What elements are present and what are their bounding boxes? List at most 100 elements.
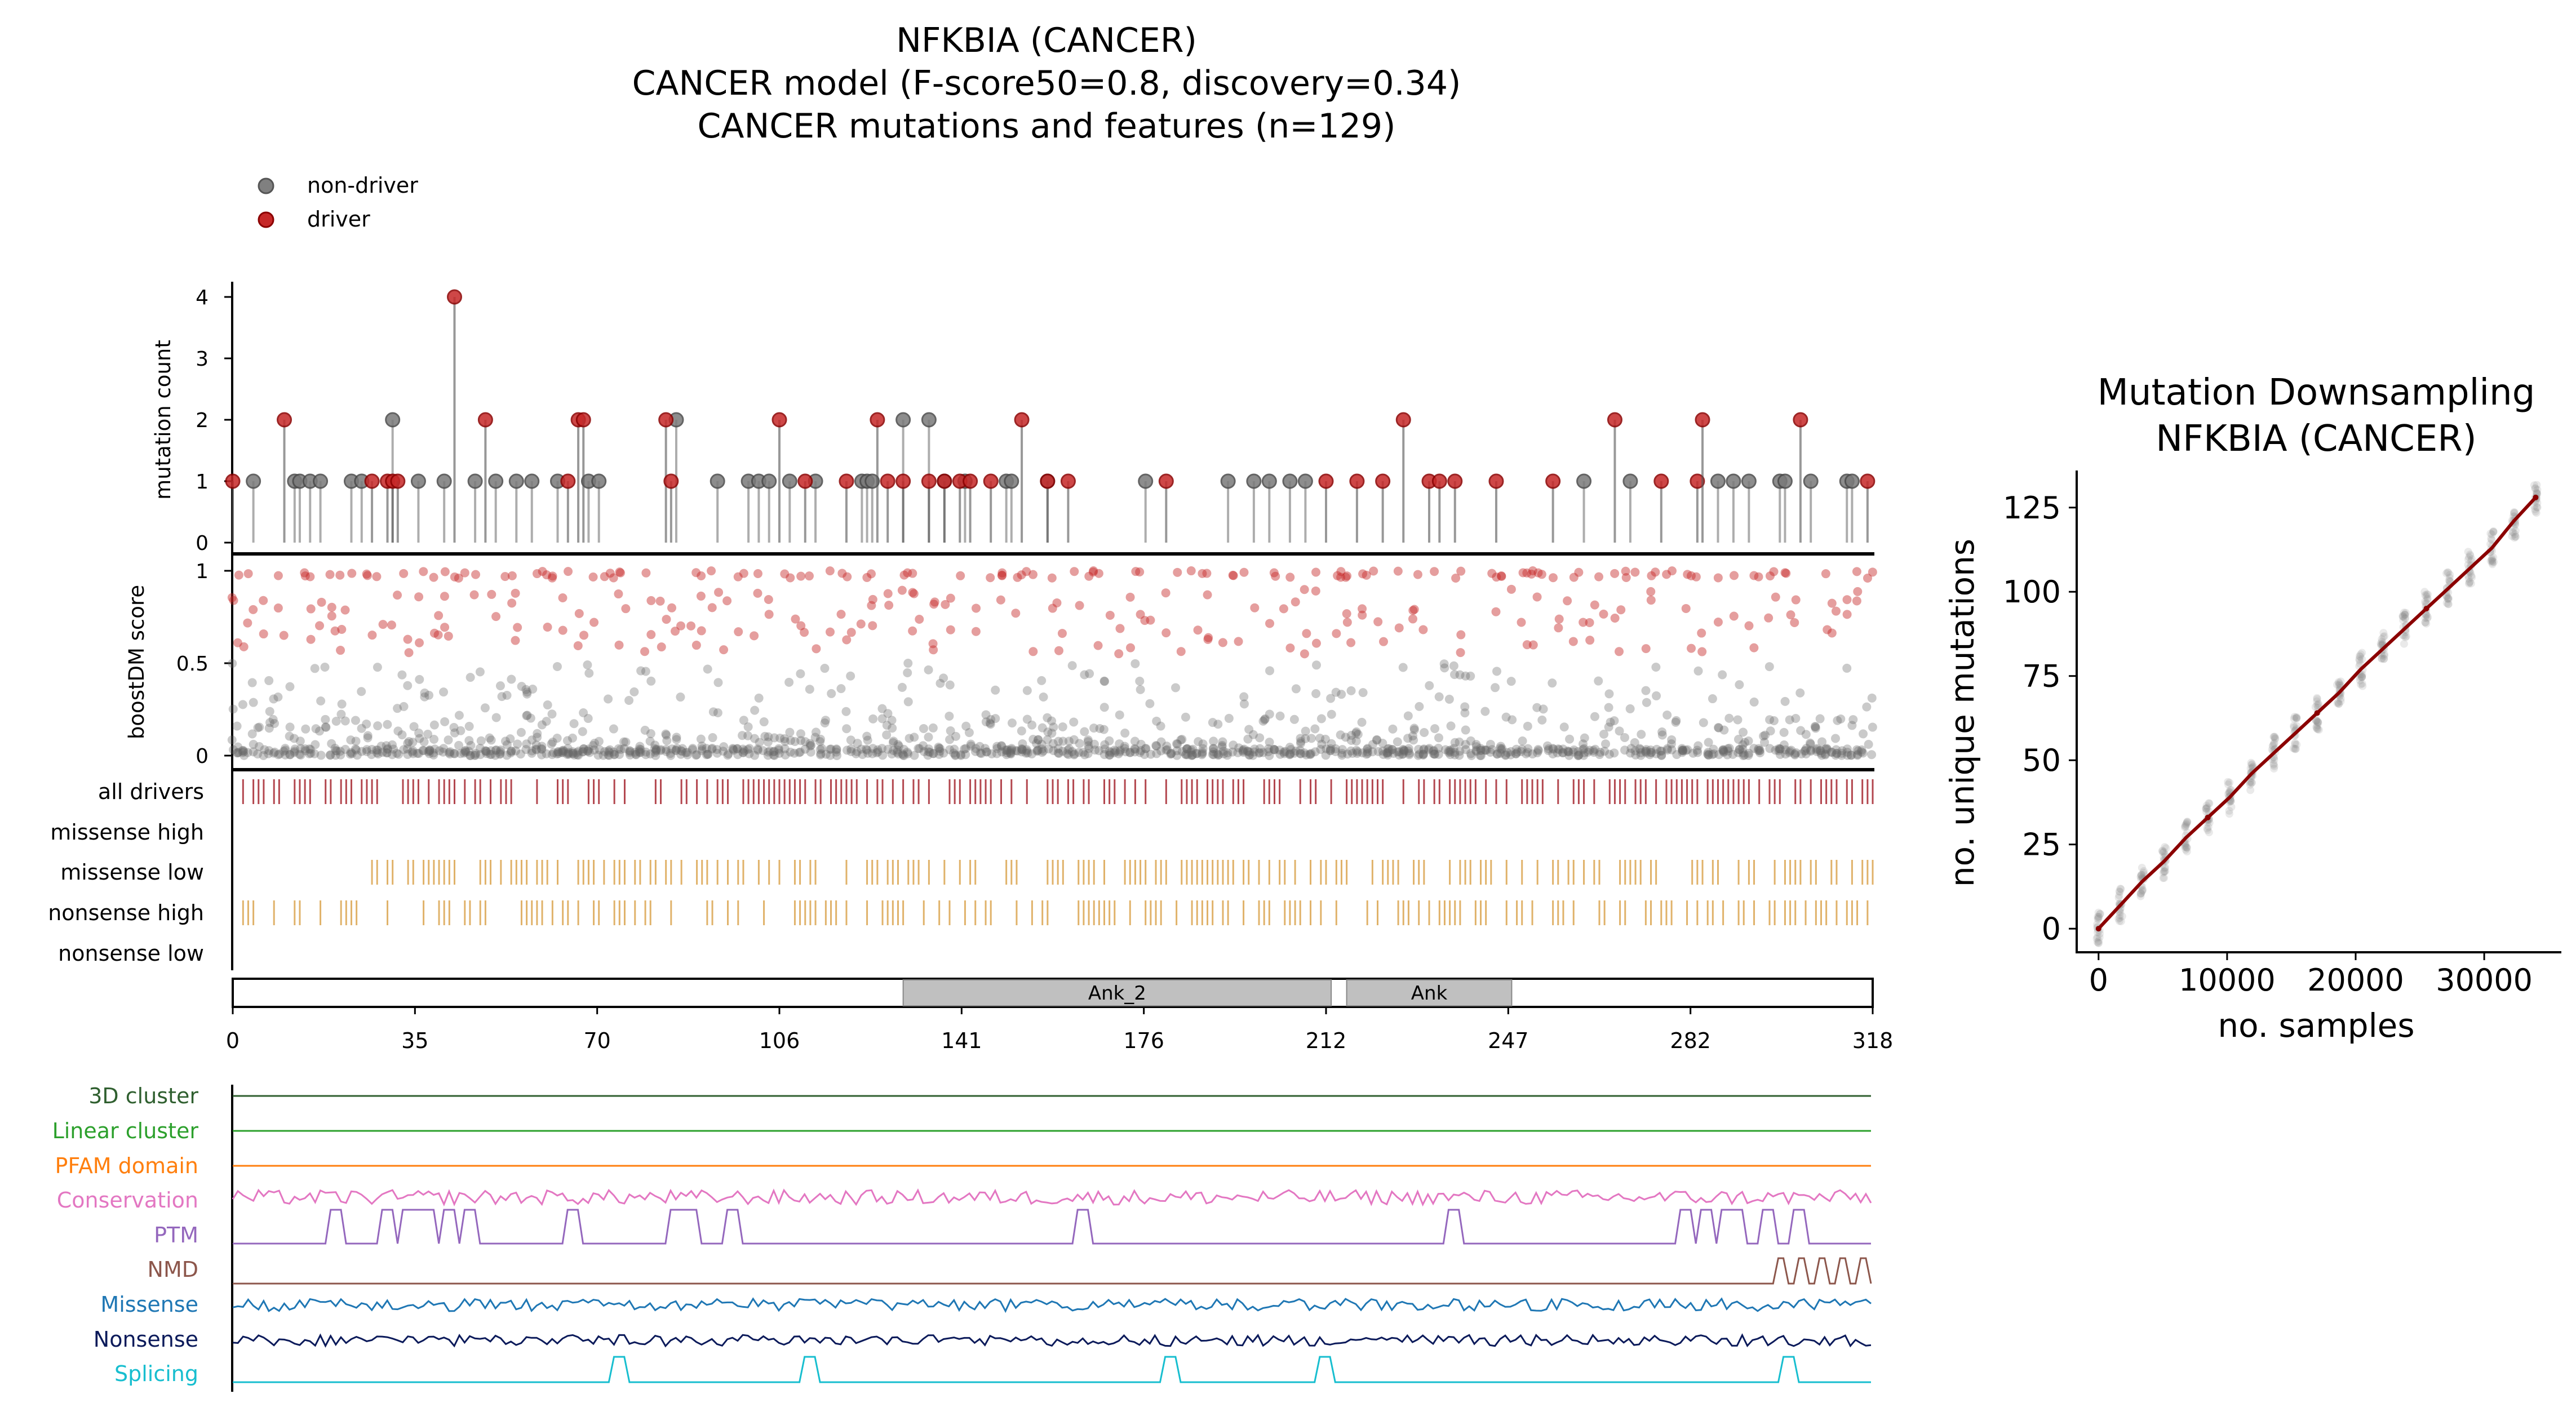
boostdm-nondriver-point bbox=[1769, 716, 1779, 725]
boostdm-nondriver-point bbox=[445, 749, 455, 759]
boostdm-nondriver-point bbox=[651, 751, 660, 760]
boostdm-driver-point bbox=[1204, 633, 1213, 642]
boostdm-nondriver-point bbox=[1065, 744, 1074, 753]
boostdm-ylabel: boostDM score bbox=[125, 585, 149, 739]
boostdm-driver-point bbox=[915, 614, 924, 624]
boostdm-nondriver-point bbox=[1032, 739, 1041, 748]
boostdm-nondriver-point bbox=[1790, 750, 1800, 760]
boostdm-driver-point bbox=[399, 569, 409, 578]
boostdm-nondriver-point bbox=[1455, 670, 1465, 680]
boostdm-nondriver-point bbox=[806, 740, 816, 750]
driver-mutation-point bbox=[1318, 473, 1334, 489]
downsampling-sample-point bbox=[2227, 803, 2236, 811]
boostdm-nondriver-point bbox=[1224, 713, 1234, 723]
boostdm-nondriver-point bbox=[996, 741, 1006, 751]
downsampling-sample-point bbox=[2116, 908, 2125, 916]
boostdm-nondriver-point bbox=[903, 659, 913, 668]
boostdm-nondriver-point bbox=[1285, 750, 1294, 760]
boostdm-nondriver-point bbox=[784, 677, 794, 687]
boostdm-nondriver-point bbox=[1548, 678, 1557, 688]
boostdm-nondriver-point bbox=[1069, 750, 1079, 760]
nondriver-mutation-point bbox=[1297, 473, 1313, 489]
boostdm-nondriver-point bbox=[1172, 746, 1182, 756]
boostdm-nondriver-point bbox=[511, 746, 521, 756]
boostdm-driver-point bbox=[1537, 570, 1546, 579]
boostdm-nondriver-point bbox=[1796, 726, 1806, 735]
boostdm-nondriver-point bbox=[521, 745, 531, 754]
boostdm-nondriver-point bbox=[471, 749, 481, 758]
boostdm-nondriver-point bbox=[625, 746, 635, 756]
boostdm-nondriver-point bbox=[817, 744, 827, 753]
boostdm-nondriver-point bbox=[537, 750, 547, 760]
boostdm-driver-point bbox=[1341, 572, 1351, 582]
downsampling-sample-point bbox=[2181, 822, 2189, 830]
downsampling-sample-point bbox=[2203, 804, 2211, 812]
boostdm-nondriver-point bbox=[1429, 747, 1438, 756]
boostdm-nondriver-point bbox=[321, 722, 330, 732]
downsampling-sample-point bbox=[2511, 526, 2520, 535]
boostdm-driver-point bbox=[997, 571, 1007, 580]
boostdm-nondriver-point bbox=[733, 750, 743, 760]
boostdm-driver-point bbox=[1409, 605, 1419, 614]
boostdm-driver-point bbox=[846, 628, 856, 637]
boostdm-nondriver-point bbox=[753, 744, 762, 754]
boostdm-nondriver-point bbox=[1419, 744, 1429, 754]
downsampling-sample-point bbox=[2137, 889, 2145, 898]
boostdm-nondriver-point bbox=[1816, 745, 1825, 755]
downsampling-sample-point bbox=[2421, 597, 2429, 606]
boostdm-nondriver-point bbox=[1492, 667, 1502, 676]
boostdm-driver-point bbox=[1234, 637, 1243, 646]
boostdm-nondriver-point bbox=[320, 663, 330, 672]
downsampling-sample-point bbox=[2511, 508, 2519, 517]
boostdm-driver-point bbox=[387, 620, 396, 630]
boostdm-nondriver-point bbox=[1486, 747, 1495, 757]
boostdm-nondriver-point bbox=[1415, 749, 1424, 759]
boostdm-nondriver-point bbox=[438, 747, 448, 757]
boostdm-nondriver-point bbox=[713, 678, 723, 687]
boostdm-nondriver-point bbox=[397, 670, 407, 680]
boostdm-nondriver-point bbox=[1780, 696, 1790, 706]
boostdm-nondriver-point bbox=[744, 749, 754, 758]
boostdm-nondriver-point bbox=[589, 745, 599, 754]
boostdm-nondriver-point bbox=[301, 724, 311, 734]
boostdm-nondriver-point bbox=[1759, 738, 1769, 747]
boostdm-nondriver-point bbox=[495, 747, 505, 757]
boostdm-driver-point bbox=[1186, 566, 1196, 576]
feature-label: Splicing bbox=[114, 1361, 198, 1386]
boostdm-nondriver-point bbox=[1671, 716, 1681, 725]
boostdm-nondriver-point bbox=[1152, 716, 1161, 726]
boostdm-nondriver-point bbox=[887, 716, 897, 725]
boostdm-driver-point bbox=[928, 639, 938, 649]
feature-line-missense bbox=[232, 1297, 1872, 1313]
boostdm-nondriver-point bbox=[1827, 748, 1837, 757]
boostdm-nondriver-point bbox=[456, 749, 465, 758]
boostdm-nondriver-point bbox=[1681, 745, 1691, 755]
boostdm-driver-point bbox=[739, 569, 748, 578]
boostdm-nondriver-point bbox=[631, 749, 641, 759]
boostdm-nondriver-point bbox=[497, 692, 507, 702]
downsampling-sample-point bbox=[2464, 548, 2472, 556]
driver-mutation-point bbox=[277, 412, 292, 428]
downsampling-xtick-label: 20000 bbox=[2307, 962, 2404, 998]
boostdm-nondriver-point bbox=[1067, 661, 1077, 671]
boostdm-nondriver-point bbox=[786, 736, 796, 745]
boostdm-nondriver-point bbox=[986, 720, 995, 729]
nondriver-mutation-point bbox=[1246, 473, 1262, 489]
boostdm-driver-point bbox=[868, 621, 877, 631]
boostdm-nondriver-point bbox=[826, 744, 836, 754]
boostdm-nondriver-point bbox=[1413, 751, 1423, 760]
boostdm-nondriver-point bbox=[273, 693, 283, 702]
boostdm-nondriver-point bbox=[1718, 745, 1728, 754]
downsampling-sample-point bbox=[2313, 721, 2322, 730]
boostdm-driver-point bbox=[1358, 604, 1367, 614]
downsampling-sample-point bbox=[2270, 765, 2278, 773]
boostdm-driver-point bbox=[856, 619, 866, 629]
boostdm-nondriver-point bbox=[1738, 740, 1748, 749]
boostdm-nondriver-point bbox=[1559, 722, 1569, 732]
boostdm-nondriver-point bbox=[1652, 744, 1661, 754]
boostdm-nondriver-point bbox=[785, 727, 795, 737]
boostdm-nondriver-point bbox=[415, 674, 424, 684]
downsampling-sample-point bbox=[2137, 871, 2145, 879]
boostdm-nondriver-point bbox=[1099, 750, 1109, 760]
boostdm-nondriver-point bbox=[1631, 750, 1641, 760]
